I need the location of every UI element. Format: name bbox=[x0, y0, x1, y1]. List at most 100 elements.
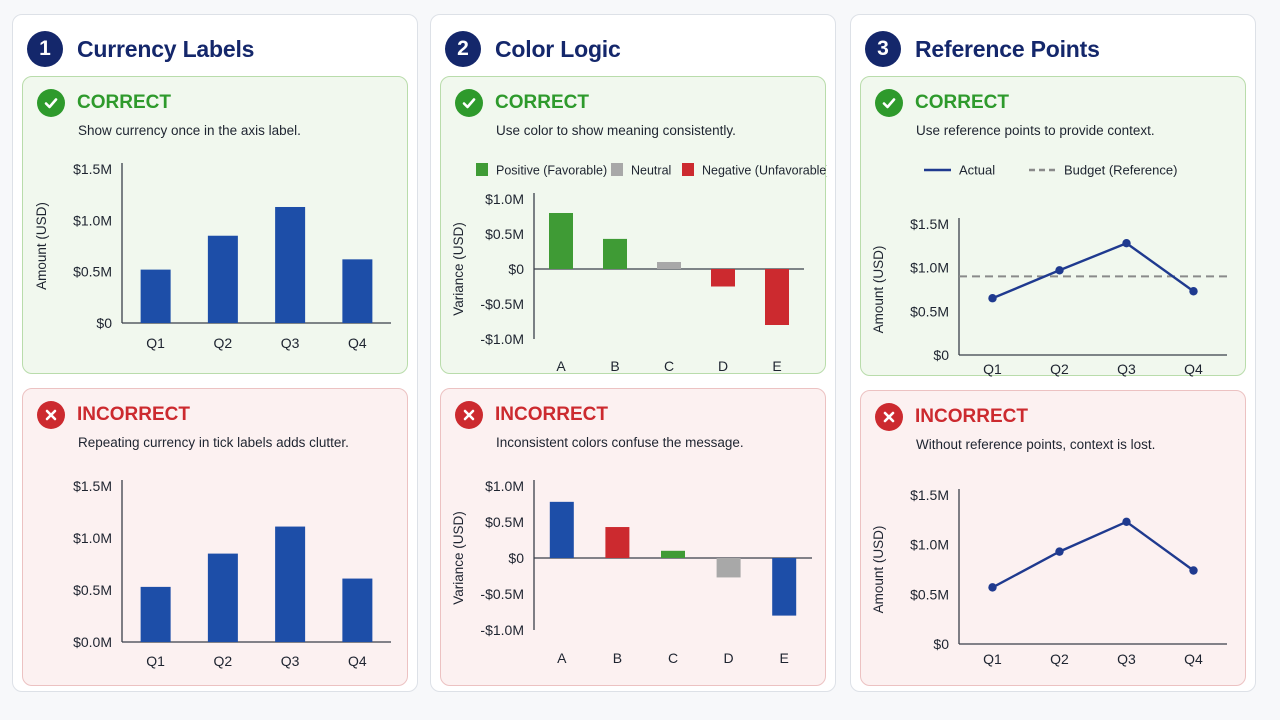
y-tick-label: $0.5M bbox=[910, 586, 949, 602]
legend-label: Positive (Favorable) bbox=[496, 164, 607, 178]
x-tick-label: B bbox=[610, 358, 619, 374]
bar bbox=[711, 269, 735, 287]
x-tick-label: Q1 bbox=[146, 335, 165, 351]
bar bbox=[772, 558, 797, 616]
checkmark-icon bbox=[875, 89, 903, 117]
x-tick-label: Q3 bbox=[281, 653, 300, 669]
guideline-text: Use color to show meaning consistently. bbox=[496, 123, 736, 138]
legend-swatch bbox=[611, 163, 623, 176]
x-tick-label: Q3 bbox=[281, 335, 300, 351]
data-point bbox=[1122, 239, 1131, 248]
correct-panel: CORRECT Show currency once in the axis l… bbox=[22, 76, 408, 374]
section-number-badge: 1 bbox=[27, 31, 63, 67]
bar bbox=[657, 262, 681, 269]
cross-icon bbox=[455, 401, 483, 429]
x-tick-label: Q4 bbox=[1184, 361, 1203, 377]
bar bbox=[765, 269, 789, 325]
data-point bbox=[988, 294, 997, 303]
y-tick-label: $0.5M bbox=[73, 582, 112, 598]
y-tick-label: $0 bbox=[508, 550, 524, 566]
y-tick-label: $0.5M bbox=[910, 303, 949, 319]
section-title: Reference Points bbox=[915, 35, 1100, 62]
bar bbox=[661, 550, 685, 558]
y-tick-label: $0.0M bbox=[73, 634, 112, 650]
series-line bbox=[992, 241, 1195, 300]
x-tick-label: Q2 bbox=[214, 653, 233, 669]
y-tick-label: $0 bbox=[508, 261, 524, 277]
guideline-text: Show currency once in the axis label. bbox=[78, 123, 301, 138]
y-axis-label: Amount (USD) bbox=[871, 246, 886, 334]
legend-label: Neutral bbox=[631, 164, 671, 178]
bar bbox=[605, 527, 630, 558]
section-color-logic: 2 Color Logic CORRECT Use color to show … bbox=[430, 14, 836, 692]
section-title: Color Logic bbox=[495, 35, 621, 62]
y-axis-label: Variance (USD) bbox=[451, 222, 466, 316]
x-tick-label: D bbox=[718, 358, 728, 374]
data-point bbox=[1189, 287, 1198, 296]
checkmark-icon bbox=[455, 89, 483, 117]
x-tick-label: E bbox=[780, 650, 789, 666]
legend-label: Budget (Reference) bbox=[1064, 163, 1177, 178]
y-tick-label: $1.5M bbox=[73, 478, 112, 494]
x-tick-label: Q3 bbox=[1117, 651, 1136, 667]
x-tick-label: Q1 bbox=[146, 653, 165, 669]
y-tick-label: $1.0M bbox=[910, 260, 949, 276]
verdict-label: CORRECT bbox=[77, 92, 171, 113]
correct-panel: CORRECT Use color to show meaning consis… bbox=[440, 76, 827, 374]
cross-icon bbox=[37, 401, 65, 429]
y-tick-label: $0.5M bbox=[485, 514, 524, 530]
incorrect-panel: INCORRECT Without reference points, cont… bbox=[860, 390, 1246, 686]
verdict-row: INCORRECT bbox=[875, 403, 1028, 431]
y-axis-label: Amount (USD) bbox=[871, 526, 886, 614]
y-tick-label: $0 bbox=[933, 347, 949, 363]
data-point bbox=[988, 583, 997, 592]
x-tick-label: Q3 bbox=[1117, 361, 1136, 377]
y-axis-label: Variance (USD) bbox=[451, 511, 466, 605]
series-line bbox=[991, 520, 1195, 589]
x-tick-label: Q2 bbox=[1050, 651, 1069, 667]
incorrect-panel: INCORRECT Inconsistent colors confuse th… bbox=[440, 388, 826, 686]
line-chart: $0 $0.5M $1.0M $1.5M Amount (USD) Q1 Q2 Q3 Q4 bbox=[871, 216, 1227, 377]
verdict-label: INCORRECT bbox=[915, 406, 1028, 427]
bar bbox=[275, 526, 306, 642]
y-tick-label: $1.5M bbox=[910, 216, 949, 232]
data-point bbox=[1189, 566, 1198, 575]
bar bbox=[549, 213, 573, 269]
bar-chart: -$1.0M -$0.5M $0 $0.5M $1.0M Variance (USD) A B… bbox=[451, 191, 804, 374]
x-tick-label: Q1 bbox=[983, 651, 1002, 667]
y-tick-label: $1.0M bbox=[73, 212, 112, 228]
section-header: 3 Reference Points bbox=[865, 31, 1100, 67]
x-tick-label: A bbox=[556, 358, 566, 374]
chart-legend: Positive (Favorable) Neutral Negative (Unf… bbox=[476, 163, 827, 178]
checkmark-icon bbox=[37, 89, 65, 117]
section-currency-labels: 1 Currency Labels CORRECT Show currency … bbox=[12, 14, 418, 692]
line-chart: $0 $0.5M $1.0M $1.5M Amount (USD) Q1 Q2 Q3 Q4 bbox=[871, 487, 1227, 667]
verdict-row: INCORRECT bbox=[455, 401, 608, 429]
guideline-text: Without reference points, context is los… bbox=[916, 437, 1156, 452]
section-number-badge: 3 bbox=[865, 31, 901, 67]
y-tick-label: -$1.0M bbox=[480, 331, 524, 347]
x-tick-label: B bbox=[613, 650, 622, 666]
incorrect-panel: INCORRECT Repeating currency in tick lab… bbox=[22, 388, 408, 686]
bar bbox=[140, 586, 171, 642]
y-tick-label: -$0.5M bbox=[480, 296, 524, 312]
guideline-text: Inconsistent colors confuse the message. bbox=[496, 435, 744, 450]
section-number-badge: 2 bbox=[445, 31, 481, 67]
bar-chart: $0.0M $0.5M $1.0M $1.5M Q1 Q2 Q3 Q4 bbox=[73, 478, 391, 669]
data-point bbox=[1122, 517, 1131, 527]
data-point bbox=[1055, 266, 1064, 275]
chart-legend: Actual Budget (Reference) bbox=[924, 163, 1177, 178]
bar bbox=[603, 238, 627, 269]
y-tick-label: $1.0M bbox=[485, 191, 524, 207]
x-tick-label: Q4 bbox=[348, 335, 367, 351]
bar bbox=[275, 206, 306, 323]
x-tick-label: Q1 bbox=[983, 361, 1002, 377]
bar bbox=[549, 501, 574, 558]
y-tick-label: $1.0M bbox=[485, 478, 524, 494]
verdict-row: INCORRECT bbox=[37, 401, 190, 429]
y-tick-label: $1.0M bbox=[73, 530, 112, 546]
y-tick-label: -$0.5M bbox=[480, 586, 524, 602]
cross-icon bbox=[875, 403, 903, 431]
bar bbox=[140, 269, 171, 323]
x-tick-label: E bbox=[772, 358, 781, 374]
